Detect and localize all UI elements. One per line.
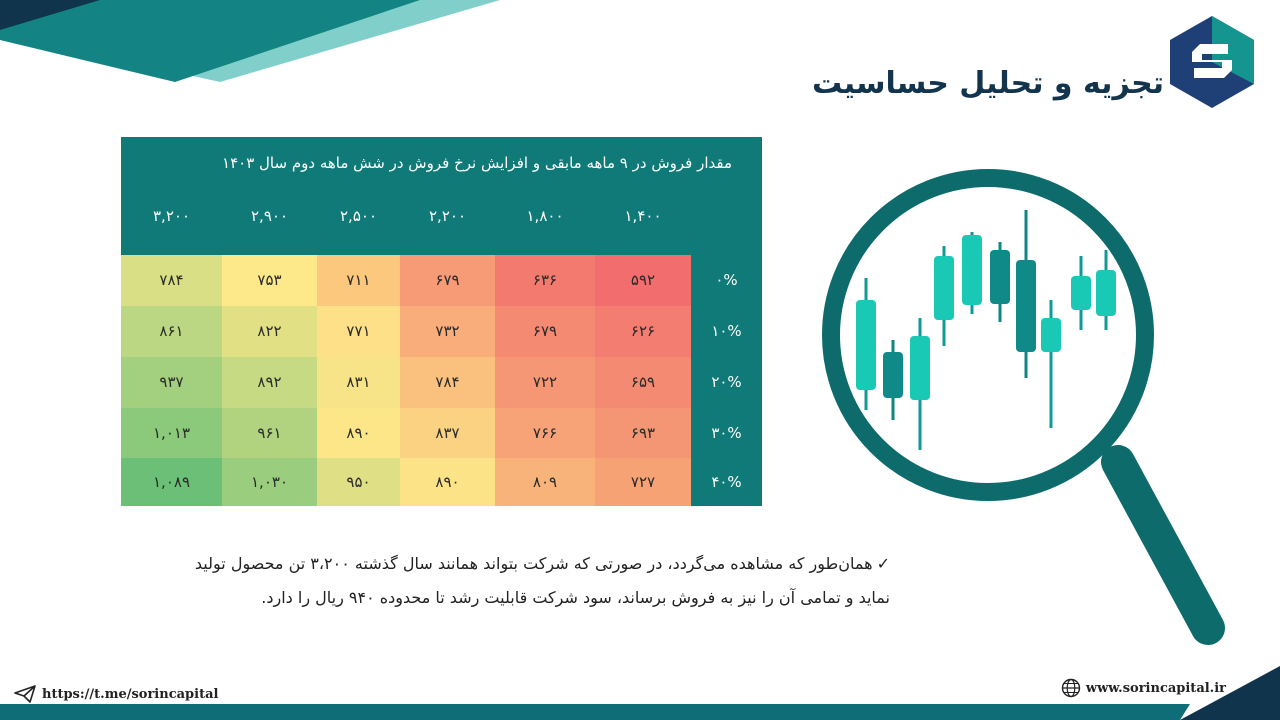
- table-cell: ۸۹۲: [222, 357, 317, 408]
- table-cell: ۸۶۱: [121, 306, 222, 357]
- table-cell: ۷۸۴: [121, 255, 222, 306]
- table-cell: ۸۹۰: [400, 458, 495, 506]
- column-header: ۱,۸۰۰: [526, 207, 564, 225]
- table-cell: ۷۳۲: [400, 306, 495, 357]
- telegram-url: https://t.me/sorincapital: [42, 686, 219, 702]
- commentary-line: ✓همان‌طور که مشاهده می‌گردد، در صورتی که…: [190, 547, 890, 581]
- sensitivity-table: مقدار فروش در ۹ ماهه مابقی و افزایش نرخ …: [121, 137, 762, 506]
- table-title: مقدار فروش در ۹ ماهه مابقی و افزایش نرخ …: [222, 154, 732, 172]
- column-header: ۲,۲۰۰: [429, 207, 466, 225]
- table-cell: ۷۲۷: [595, 458, 691, 506]
- table-cell: ۱,۰۸۹: [121, 458, 222, 506]
- page-title: تجزیه و تحلیل حساسیت: [811, 66, 1164, 101]
- row-header: ۳۰%: [711, 424, 742, 442]
- table-cell: ۸۹۰: [317, 408, 400, 458]
- table-cell: ۸۳۷: [400, 408, 495, 458]
- table-cell: ۷۶۶: [495, 408, 595, 458]
- table-cell: ۸۲۲: [222, 306, 317, 357]
- table-cell: ۶۹۳: [595, 408, 691, 458]
- table-cell: ۹۵۰: [317, 458, 400, 506]
- table-cell: ۶۷۹: [495, 306, 595, 357]
- row-header: ۲۰%: [711, 373, 742, 391]
- table-cell: ۶۳۶: [495, 255, 595, 306]
- table-cell: ۶۵۹: [595, 357, 691, 408]
- company-logo: [1170, 16, 1254, 108]
- table-cell: ۹۶۱: [222, 408, 317, 458]
- column-header: ۱,۴۰۰: [624, 207, 662, 225]
- row-header: ۰%: [715, 271, 738, 289]
- row-header: ۴۰%: [711, 473, 742, 491]
- telegram-link[interactable]: https://t.me/sorincapital: [14, 683, 218, 705]
- table-cell: ۶۷۹: [400, 255, 495, 306]
- table-cell: ۱,۰۱۳: [121, 408, 222, 458]
- commentary: ✓همان‌طور که مشاهده می‌گردد، در صورتی که…: [190, 547, 890, 615]
- column-header: ۳,۲۰۰: [153, 207, 190, 225]
- commentary-text: نماید و تمامی آن را نیز به فروش برساند، …: [261, 588, 890, 607]
- table-cell: ۸۰۹: [495, 458, 595, 506]
- table-cell: ۷۷۱: [317, 306, 400, 357]
- table-cell: ۶۲۶: [595, 306, 691, 357]
- table-cell: ۷۱۱: [317, 255, 400, 306]
- website-link[interactable]: www.sorincapital.ir: [1061, 677, 1226, 699]
- globe-icon: [1061, 678, 1081, 698]
- website-url: www.sorincapital.ir: [1085, 680, 1226, 696]
- commentary-line: نماید و تمامی آن را نیز به فروش برساند، …: [190, 581, 890, 615]
- table-cell: ۵۹۲: [595, 255, 691, 306]
- column-header: ۲,۹۰۰: [251, 207, 288, 225]
- header-decoration: [0, 0, 500, 82]
- table-cell: ۱,۰۳۰: [222, 458, 317, 506]
- magnifier-chart-illustration: [822, 169, 1225, 645]
- table-cell: ۸۳۱: [317, 357, 400, 408]
- footer-decoration: [0, 666, 1280, 720]
- telegram-icon: [14, 685, 36, 703]
- commentary-text: همان‌طور که مشاهده می‌گردد، در صورتی که …: [194, 554, 873, 573]
- column-header: ۲,۵۰۰: [340, 207, 377, 225]
- table-cell: ۷۲۲: [495, 357, 595, 408]
- row-header: ۱۰%: [711, 322, 742, 340]
- checkmark-icon: ✓: [876, 554, 890, 573]
- table-cell: ۷۵۳: [222, 255, 317, 306]
- table-cell: ۹۳۷: [121, 357, 222, 408]
- table-cell: ۷۸۴: [400, 357, 495, 408]
